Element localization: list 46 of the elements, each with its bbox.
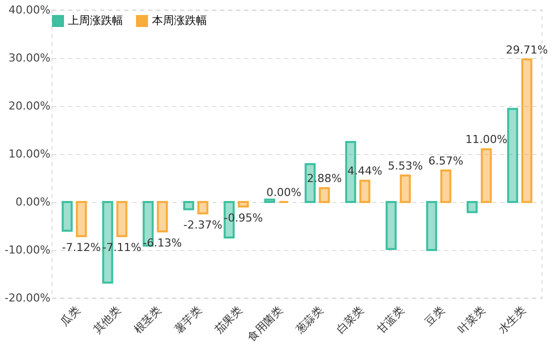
bar: [318, 187, 330, 203]
x-tick-label: 葱蒜类: [293, 304, 326, 336]
x-tick-label: 水生类: [496, 304, 528, 336]
y-tick-label: 30.00%: [8, 52, 50, 64]
bar: [426, 201, 438, 251]
y-tick-label: -10.00%: [4, 244, 50, 256]
x-tick-label: 根茎类: [131, 304, 164, 336]
y-tick-label: -20.00%: [4, 292, 50, 304]
y-tick-label: 40.00%: [8, 4, 50, 16]
y-tick-label: 0.00%: [16, 196, 50, 208]
data-label: -2.37%: [183, 218, 222, 232]
bar: [440, 169, 452, 203]
bar: [507, 108, 518, 203]
bar: [197, 201, 208, 214]
x-tick-label: 白菜类: [334, 304, 366, 336]
data-label: -7.12%: [62, 241, 101, 254]
x-tick-label: 叶菜类: [455, 304, 488, 336]
bar: [359, 180, 370, 203]
legend-label: 上周涨跌幅: [68, 14, 123, 27]
bar: [264, 198, 276, 203]
bar: [116, 201, 128, 238]
legend-label: 本周涨跌幅: [152, 14, 207, 27]
bar: [76, 201, 87, 238]
x-tick-label: 茄果类: [212, 304, 245, 336]
bar: [183, 201, 194, 210]
data-label: 6.57%: [428, 154, 464, 168]
x-tick-label: 瓜类: [58, 304, 83, 329]
y-tick-label: 10.00%: [8, 148, 50, 160]
bar: [521, 58, 532, 203]
y-tick-label: 20.00%: [8, 100, 50, 112]
bar: [156, 201, 168, 232]
bar: [466, 201, 478, 214]
bar: [238, 201, 249, 208]
bar: [62, 201, 73, 232]
x-tick-label: 豆类: [422, 304, 448, 329]
x-tick-label: 其他类: [90, 304, 124, 336]
bar: [400, 174, 411, 203]
bar: [480, 148, 492, 203]
data-label: 29.71%: [506, 43, 548, 56]
x-tick-label: 食用菌类: [244, 304, 286, 344]
data-label: 11.00%: [465, 133, 508, 146]
data-label: 0.00%: [266, 186, 302, 199]
x-tick-label: 甘蓝类: [374, 304, 407, 336]
bar: [386, 201, 397, 250]
x-tick-label: 薯芋类: [172, 304, 204, 336]
data-label: 5.53%: [388, 159, 423, 172]
